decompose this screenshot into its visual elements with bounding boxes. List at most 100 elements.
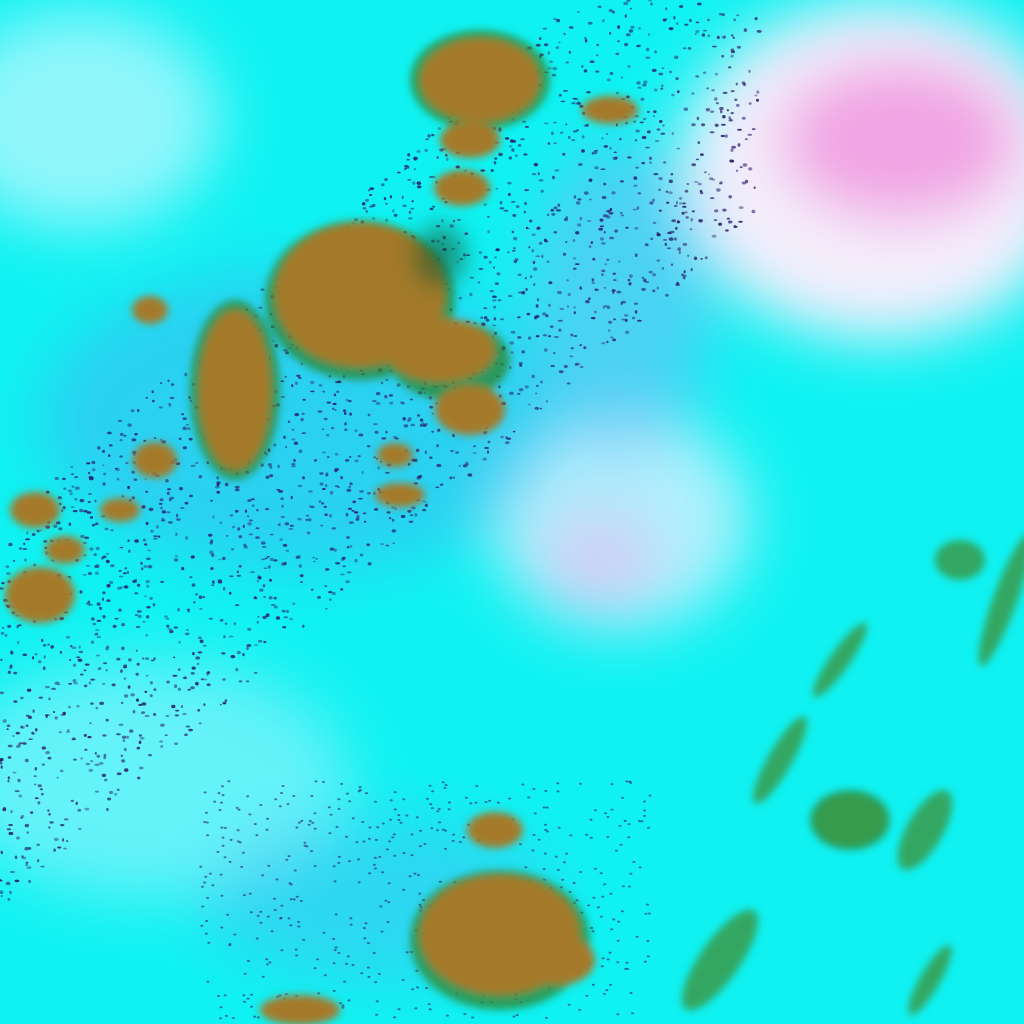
cloud-speckle <box>14 790 20 793</box>
cloud-speckle <box>662 124 665 127</box>
cloud-speckle <box>130 693 136 697</box>
cloud-speckle <box>183 676 187 680</box>
cloud-speckle <box>165 715 170 717</box>
cloud-speckle <box>425 138 429 141</box>
cloud-speckle <box>581 65 584 68</box>
cloud-speckle <box>590 317 596 320</box>
cloud-speckle <box>677 220 680 224</box>
cloud-speckle <box>374 981 378 984</box>
cloud-speckle <box>556 782 560 785</box>
cloud-speckle <box>728 116 731 120</box>
cloud-speckle <box>289 924 293 927</box>
cloud-speckle <box>379 905 383 908</box>
cloud-speckle <box>105 559 110 564</box>
cloud-speckle <box>160 723 165 727</box>
cloud-speckle <box>6 724 11 728</box>
cloud-speckle <box>619 137 622 141</box>
cloud-speckle <box>592 151 598 155</box>
cloud-speckle <box>255 834 259 837</box>
cloud-speckle <box>713 219 718 222</box>
cloud-speckle <box>558 41 561 44</box>
cloud-speckle <box>261 558 266 561</box>
cloud-speckle <box>80 757 83 760</box>
cloud-speckle <box>466 463 469 466</box>
cloud-speckle <box>108 444 113 447</box>
cloud-speckle <box>358 786 362 789</box>
cloud-speckle <box>240 865 244 868</box>
cloud-speckle <box>327 806 331 809</box>
cloud-speckle <box>208 617 213 620</box>
cloud-speckle <box>585 300 590 304</box>
cloud-speckle <box>649 201 654 205</box>
cloud-speckle <box>551 131 554 135</box>
cloud-speckle <box>641 276 645 279</box>
cloud-speckle <box>246 960 250 962</box>
cloud-speckle <box>609 236 615 240</box>
cloud-speckle <box>633 184 638 187</box>
cloud-speckle <box>160 519 166 522</box>
cloud-speckle <box>599 225 605 228</box>
cloud-speckle <box>229 575 234 578</box>
cloud-speckle <box>603 305 608 307</box>
cloud-speckle <box>583 36 587 40</box>
cloud-speckle <box>6 828 11 831</box>
cloud-speckle <box>637 192 642 195</box>
cloud-speckle <box>649 161 652 165</box>
cloud-speckle <box>324 585 328 587</box>
cloud-speckle <box>537 226 541 230</box>
cloud-speckle <box>285 858 289 861</box>
cloud-speckle <box>315 558 318 560</box>
cloud-speckle <box>464 232 469 235</box>
cloud-speckle <box>694 32 697 35</box>
cloud-speckle <box>307 518 312 522</box>
cloud-speckle <box>250 1005 254 1008</box>
cloud-speckle <box>89 547 94 551</box>
cloud-speckle <box>478 268 484 270</box>
cloud-speckle <box>624 319 628 322</box>
cloud-speckle <box>178 437 182 440</box>
cloud-speckle <box>410 423 416 427</box>
cloud-speckle <box>431 412 434 415</box>
cloud-speckle <box>588 245 592 249</box>
cloud-speckle <box>424 148 428 153</box>
cloud-speckle <box>438 880 442 883</box>
cloud-speckle <box>620 76 624 79</box>
cloud-speckle <box>572 882 576 884</box>
cloud-speckle <box>532 267 538 271</box>
cloud-speckle <box>605 989 609 992</box>
cloud-speckle <box>330 427 335 430</box>
cloud-speckle <box>577 198 582 201</box>
cloud-speckle <box>554 855 558 858</box>
cloud-speckle <box>367 837 371 840</box>
cloud-speckle <box>402 852 406 854</box>
cloud-speckle <box>26 688 32 692</box>
cloud-speckle <box>385 218 388 222</box>
cloud-speckle <box>261 545 267 548</box>
cloud-speckle <box>106 599 111 602</box>
cloud-speckle <box>287 917 291 920</box>
cloud-speckle <box>58 731 62 734</box>
cloud-speckle <box>537 838 541 841</box>
cloud-speckle <box>203 644 207 647</box>
cloud-speckle <box>119 546 124 549</box>
cloud-speckle <box>589 198 592 201</box>
cloud-speckle <box>374 430 379 434</box>
cloud-speckle <box>37 660 42 664</box>
cloud-speckle <box>313 967 317 970</box>
cloud-speckle <box>533 812 537 815</box>
cloud-speckle <box>602 992 606 995</box>
cloud-speckle <box>508 156 512 160</box>
cloud-speckle <box>167 628 173 631</box>
cloud-speckle <box>668 191 673 195</box>
cloud-speckle <box>388 394 393 397</box>
cloud-speckle <box>668 27 674 31</box>
cloud-speckle <box>105 669 108 672</box>
cloud-speckle <box>241 851 245 854</box>
cloud-speckle <box>642 117 647 121</box>
cloud-speckle <box>620 301 623 305</box>
cloud-speckle <box>334 409 337 411</box>
cloud-speckle <box>553 18 557 20</box>
cloud-speckle <box>102 615 106 619</box>
cloud-speckle <box>144 657 150 660</box>
cloud-speckle <box>235 509 239 513</box>
